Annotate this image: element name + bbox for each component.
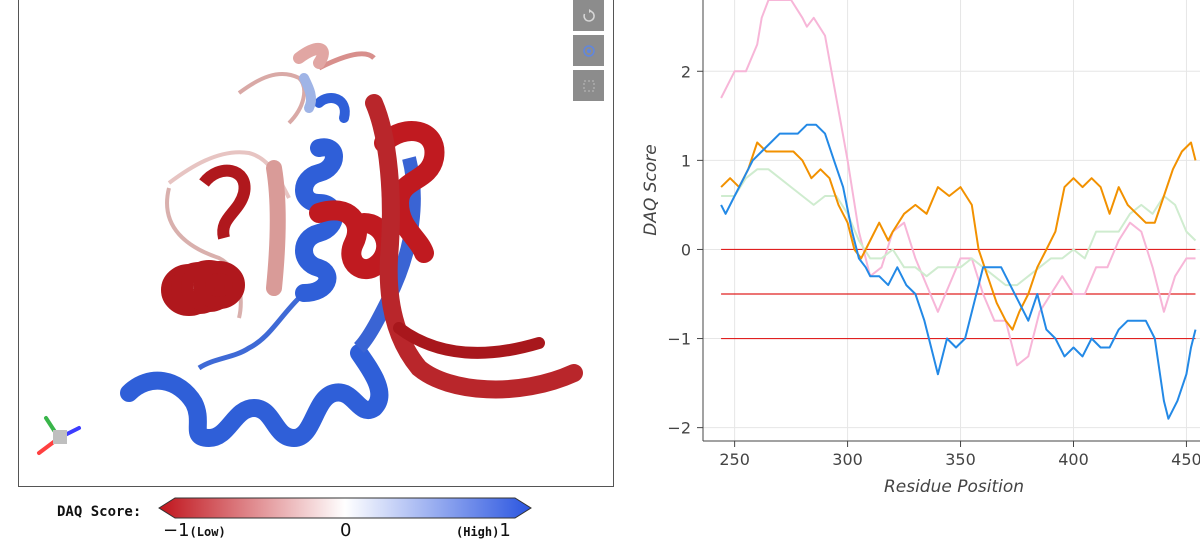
x-tick-label: 300	[832, 450, 863, 469]
axis-gizmo	[37, 416, 81, 455]
x-tick-label: 400	[1058, 450, 1089, 469]
coil-loop	[197, 296, 301, 371]
plot-series	[720, 0, 1197, 420]
y-axis-title: DAQ Score	[641, 144, 661, 236]
colorbar-max-note: (High)	[456, 525, 500, 539]
colorbar-gradient	[158, 497, 532, 519]
y-tick-label: −1	[667, 330, 691, 349]
threshold-lines	[721, 248, 1196, 340]
colorbar-mid-value: 0	[340, 520, 352, 541]
colorbar-min: −1(Low)	[163, 520, 226, 541]
x-tick-label: 350	[945, 450, 976, 469]
y-tick-label: −2	[667, 419, 691, 438]
helix-red-upper	[199, 164, 251, 240]
coil-loop	[237, 72, 307, 125]
series-line	[720, 141, 1197, 331]
helix-blue-bottom	[120, 344, 389, 448]
y-tick-label: 1	[681, 151, 691, 170]
colorbar-legend: DAQ Score: −1(Low) 0 (High)1	[0, 490, 620, 547]
colorbar-max: (High)1	[456, 520, 511, 541]
focus-button[interactable]	[573, 35, 604, 66]
viewer-toolbar	[573, 0, 605, 105]
y-tick-label: 0	[681, 240, 691, 259]
helix-blue-middle	[295, 93, 350, 302]
colorbar-min-note: (Low)	[189, 525, 226, 539]
x-tick-label: 250	[719, 450, 750, 469]
colorbar-min-value: −1	[163, 520, 190, 541]
series-line	[720, 123, 1197, 420]
target-icon	[582, 44, 595, 57]
x-tick-label: 450	[1171, 450, 1200, 469]
reset-view-button[interactable]	[573, 0, 604, 31]
plot-axes: 250 300 350 400 450 −2 −1 0 1 2	[667, 0, 1200, 469]
reset-view-icon	[582, 8, 595, 22]
fullscreen-button[interactable]	[573, 70, 604, 101]
strand-red-right	[365, 94, 583, 399]
colorbar-label: DAQ Score:	[57, 504, 142, 520]
protein-ribbon-render[interactable]	[19, 0, 615, 487]
y-tick-label: 2	[681, 62, 691, 81]
x-axis-title: Residue Position	[884, 477, 1024, 497]
fullscreen-icon	[583, 80, 594, 91]
molecule-viewer[interactable]	[18, 0, 614, 487]
series-line	[720, 0, 1196, 367]
series-line	[721, 168, 1197, 287]
helix-red-left	[161, 260, 245, 316]
colorbar-max-value: 1	[499, 520, 511, 541]
strand-pale-top	[266, 43, 329, 296]
